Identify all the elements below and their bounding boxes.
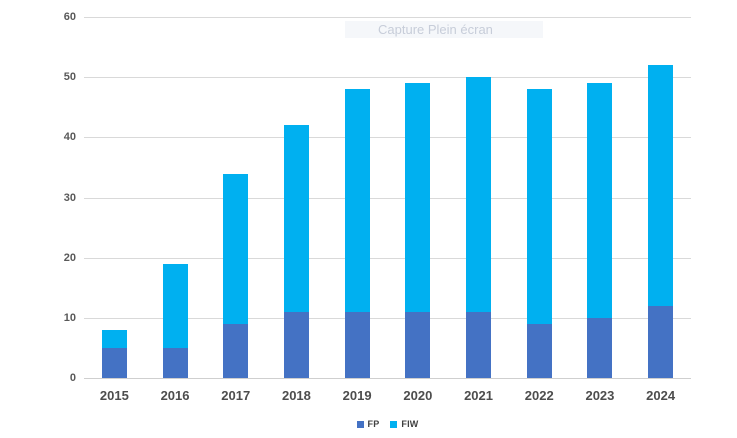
gridline-y-20 bbox=[84, 257, 691, 259]
x-tick-label-2016: 2016 bbox=[160, 388, 190, 403]
chart-legend: FP FIW bbox=[84, 419, 691, 429]
bar-segment-fiw-2020 bbox=[405, 83, 431, 312]
x-tick-label-2015: 2015 bbox=[99, 388, 129, 403]
bar-segment-fiw-2021 bbox=[466, 77, 492, 312]
bar-2024 bbox=[648, 65, 674, 378]
bar-segment-fp-2023 bbox=[587, 318, 613, 378]
bar-segment-fp-2017 bbox=[223, 324, 249, 378]
bar-segment-fp-2020 bbox=[405, 312, 431, 378]
legend-label-fp: FP bbox=[367, 419, 380, 429]
y-tick-label-40: 40 bbox=[63, 131, 76, 144]
bar-segment-fiw-2024 bbox=[648, 65, 674, 306]
bar-segment-fiw-2018 bbox=[283, 125, 309, 312]
x-tick-label-2024: 2024 bbox=[646, 388, 676, 403]
legend-item-fp: FP bbox=[356, 419, 380, 429]
gridline-y-50 bbox=[84, 77, 691, 79]
bar-2015 bbox=[101, 330, 127, 378]
legend-item-fiw: FIW bbox=[390, 419, 418, 429]
x-tick-label-2021: 2021 bbox=[464, 388, 493, 403]
legend-label-fiw: FIW bbox=[401, 419, 419, 429]
bar-2019 bbox=[344, 89, 370, 378]
bar-2021 bbox=[466, 77, 492, 378]
y-tick-label-30: 30 bbox=[63, 191, 76, 204]
bar-segment-fp-2018 bbox=[283, 312, 309, 378]
y-tick-label-50: 50 bbox=[63, 71, 76, 84]
bar-segment-fiw-2015 bbox=[101, 330, 127, 348]
watermark-overlay: Capture Plein écran bbox=[345, 21, 543, 38]
bar-2022 bbox=[526, 89, 552, 378]
bar-segment-fiw-2017 bbox=[223, 174, 249, 324]
bar-2018 bbox=[283, 125, 309, 378]
plot-area bbox=[84, 17, 691, 379]
bar-segment-fp-2015 bbox=[101, 348, 127, 378]
y-tick-label-10: 10 bbox=[63, 311, 76, 324]
x-tick-label-2017: 2017 bbox=[221, 388, 251, 403]
bar-segment-fp-2016 bbox=[162, 348, 188, 378]
y-tick-label-60: 60 bbox=[63, 11, 76, 23]
bar-segment-fiw-2023 bbox=[587, 83, 613, 318]
bar-segment-fiw-2019 bbox=[344, 89, 370, 312]
bar-2017 bbox=[223, 173, 249, 378]
gridline-y-30 bbox=[84, 197, 691, 199]
x-tick-label-2018: 2018 bbox=[281, 388, 311, 403]
bar-segment-fp-2019 bbox=[344, 312, 370, 378]
bar-segment-fiw-2016 bbox=[162, 264, 188, 348]
x-tick-label-2023: 2023 bbox=[585, 388, 615, 403]
bar-2023 bbox=[587, 83, 613, 378]
gridline-y-40 bbox=[84, 137, 691, 139]
x-tick-label-2020: 2020 bbox=[403, 388, 433, 403]
bar-segment-fiw-2022 bbox=[526, 89, 552, 324]
bar-2020 bbox=[405, 83, 431, 378]
legend-swatch-fp-icon bbox=[356, 420, 364, 428]
bar-2016 bbox=[162, 264, 188, 378]
bar-segment-fp-2022 bbox=[526, 324, 552, 378]
gridline-y-10 bbox=[84, 317, 691, 319]
y-tick-label-0: 0 bbox=[69, 372, 76, 384]
x-tick-label-2022: 2022 bbox=[524, 388, 554, 403]
x-tick-label-2019: 2019 bbox=[342, 388, 372, 403]
bar-segment-fp-2024 bbox=[648, 306, 674, 378]
bar-segment-fp-2021 bbox=[466, 312, 492, 378]
legend-swatch-fiw-icon bbox=[390, 420, 398, 428]
y-tick-label-20: 20 bbox=[63, 251, 76, 264]
gridline-y-60 bbox=[84, 17, 691, 18]
